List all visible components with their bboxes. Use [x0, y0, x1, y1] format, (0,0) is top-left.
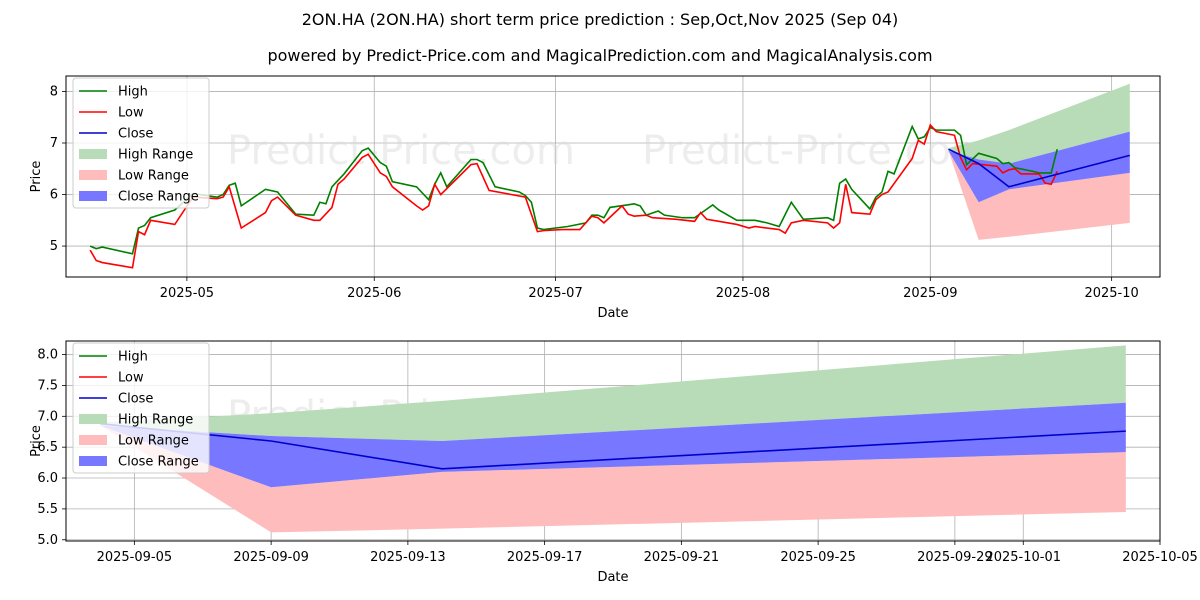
chart-title: 2ON.HA (2ON.HA) short term price predict… — [301, 10, 899, 29]
legend: High Low Close High Range Low Range Close Ran… — [72, 77, 210, 209]
y-tick-label: 8 — [50, 84, 58, 99]
close-range-band — [100, 402, 1126, 488]
y-tick-label: 6.5 — [37, 440, 58, 455]
y-tick-label: 5.0 — [37, 533, 58, 548]
high-range-band — [948, 83, 1130, 164]
x-tick-label: 2025-10-05 — [1122, 550, 1198, 565]
legend-label-low-range: Low Range — [118, 169, 189, 184]
y-axis-label: Price — [29, 425, 44, 457]
series-line-close — [948, 148, 1130, 188]
legend: High Low Close High Range Low Range Close Ran… — [72, 342, 210, 474]
y-tick-label: 7 — [50, 136, 58, 151]
y-tick-label: 7.0 — [37, 409, 58, 424]
close-range-band — [948, 131, 1130, 203]
high-range-band — [100, 345, 1126, 441]
plot-area — [89, 83, 1130, 269]
legend-swatch-close-range — [79, 456, 107, 466]
y-tick-label: 5.5 — [37, 502, 58, 517]
legend-label-high: High — [118, 350, 148, 365]
low-range-band — [100, 425, 1126, 533]
y-tick-label: 5 — [50, 239, 58, 254]
x-tick-label: 2025-07 — [528, 286, 582, 301]
legend-swatch-low-range — [79, 435, 107, 445]
x-axis-label: Date — [597, 570, 628, 585]
x-tick-label: 2025-09-09 — [233, 550, 309, 565]
x-tick-label: 2025-05 — [160, 286, 214, 301]
chart-panel-2: 2025-09-05 2025-09-09 2025-09-13 2025-09-17… — [29, 340, 1198, 585]
legend-swatch-low-range — [79, 170, 107, 180]
x-tick-label: 2025-10 — [1084, 286, 1138, 301]
legend-swatch-high-range — [79, 149, 107, 159]
legend-label-low: Low — [118, 371, 144, 386]
x-tick-label: 2025-06 — [347, 286, 401, 301]
series-line-low — [89, 123, 1058, 269]
x-tick-label: 2025-09 — [903, 286, 957, 301]
legend-label-high-range: High Range — [118, 148, 193, 163]
y-tick-label: 8.0 — [37, 348, 58, 363]
x-tick-label: 2025-10-01 — [985, 550, 1061, 565]
watermark-text: Predict-Price.com — [227, 128, 575, 174]
legend-label-close: Close — [118, 127, 153, 142]
legend-swatch-close-range — [79, 191, 107, 201]
y-tick-label: 6 — [50, 188, 58, 203]
x-tick-label: 2025-09-17 — [507, 550, 583, 565]
x-tick-label: 2025-09-25 — [780, 550, 856, 565]
x-axis-label: Date — [597, 306, 628, 321]
low-range-band — [948, 150, 1130, 240]
legend-swatch-high-range — [79, 414, 107, 424]
x-tick-label: 2025-09-13 — [370, 550, 446, 565]
legend-label-close: Close — [118, 392, 153, 407]
legend-label-close-range: Close Range — [118, 190, 199, 205]
chart-panel-1: 2025-05 2025-06 2025-07 2025-08 2025-09 2025-… — [29, 75, 1161, 321]
legend-label-low: Low — [118, 106, 144, 121]
y-axis-label: Price — [29, 161, 44, 193]
x-tick-label: 2025-09-21 — [644, 550, 720, 565]
y-tick-label: 6.0 — [37, 471, 58, 486]
legend-label-close-range: Close Range — [118, 455, 199, 470]
watermark-text: Predict-Price.com — [642, 128, 990, 174]
chart-subtitle: powered by Predict-Price.com and Magical… — [267, 46, 933, 65]
legend-label-high-range: High Range — [118, 413, 193, 428]
legend-label-high: High — [118, 85, 148, 100]
y-tick-label: 7.5 — [37, 378, 58, 393]
x-tick-label: 2025-09-05 — [97, 550, 173, 565]
x-tick-label: 2025-09-29 — [917, 550, 993, 565]
axes-frame — [65, 340, 1161, 542]
plot-area — [100, 345, 1126, 533]
axes-frame — [65, 75, 1161, 278]
legend-label-low-range: Low Range — [118, 434, 189, 449]
x-tick-label: 2025-08 — [716, 286, 770, 301]
